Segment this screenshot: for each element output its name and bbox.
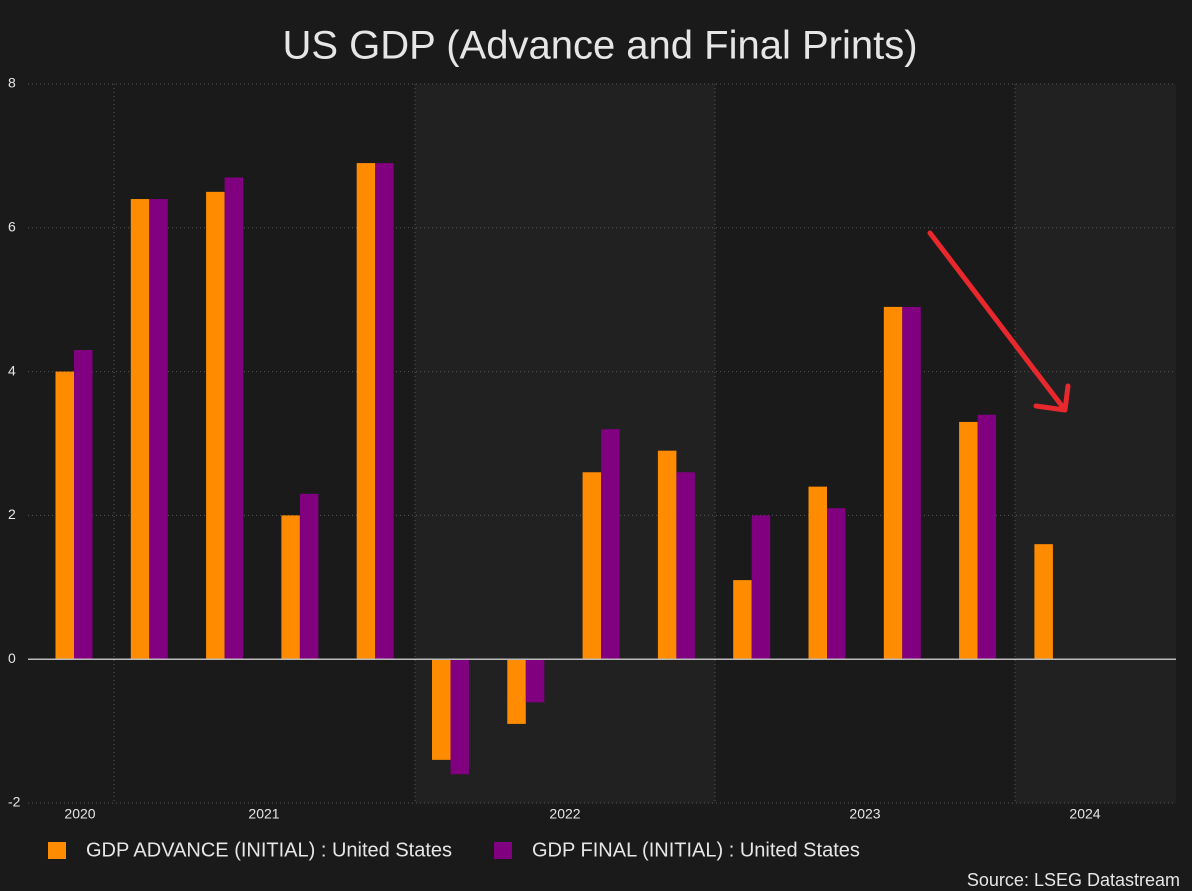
- bar: [959, 421, 978, 660]
- bar: [450, 659, 469, 775]
- annotation-arrow: [927, 230, 1071, 413]
- bar: [224, 177, 244, 660]
- bar: [601, 429, 620, 660]
- bar: [507, 659, 526, 724]
- legend-swatch: [48, 842, 66, 859]
- year-band: [1015, 84, 1176, 803]
- bar: [130, 199, 150, 660]
- bar: [733, 580, 752, 660]
- bar: [1034, 544, 1053, 660]
- bar: [808, 486, 827, 660]
- x-tick-label: 2020: [64, 806, 95, 822]
- bar: [281, 515, 300, 660]
- y-tick-label: 0: [8, 650, 16, 666]
- y-tick-label: 4: [8, 362, 16, 378]
- legend-label: GDP FINAL (INITIAL) : United States: [532, 839, 860, 861]
- bar: [883, 306, 903, 660]
- bar: [356, 163, 376, 660]
- bar: [582, 472, 602, 660]
- bar: [751, 515, 771, 660]
- source: Source: LSEG Datastream: [967, 870, 1180, 890]
- bar: [902, 306, 921, 660]
- chart-title: US GDP (Advance and Final Prints): [282, 24, 917, 68]
- bar: [827, 508, 846, 660]
- bar: [74, 350, 93, 660]
- bar: [657, 450, 677, 660]
- x-tick-label: 2021: [248, 806, 279, 822]
- bar: [206, 191, 225, 660]
- bar: [525, 659, 545, 703]
- bar: [299, 493, 319, 660]
- bars: [55, 163, 1053, 775]
- y-tick-label: 2: [8, 506, 16, 522]
- x-tick-label: 2024: [1069, 806, 1100, 822]
- y-tick-label: 6: [8, 219, 16, 235]
- bar: [977, 414, 997, 660]
- bar: [432, 659, 451, 760]
- x-tick-label: 2023: [849, 806, 880, 822]
- bar: [55, 371, 74, 660]
- x-tick-label: 2022: [549, 806, 580, 822]
- bar: [149, 199, 168, 660]
- y-tick-label: -2: [8, 794, 21, 810]
- legend-swatch: [494, 842, 512, 859]
- legend-label: GDP ADVANCE (INITIAL) : United States: [86, 839, 452, 861]
- bar: [375, 163, 394, 660]
- bar: [676, 472, 695, 660]
- y-tick-label: 8: [8, 75, 16, 91]
